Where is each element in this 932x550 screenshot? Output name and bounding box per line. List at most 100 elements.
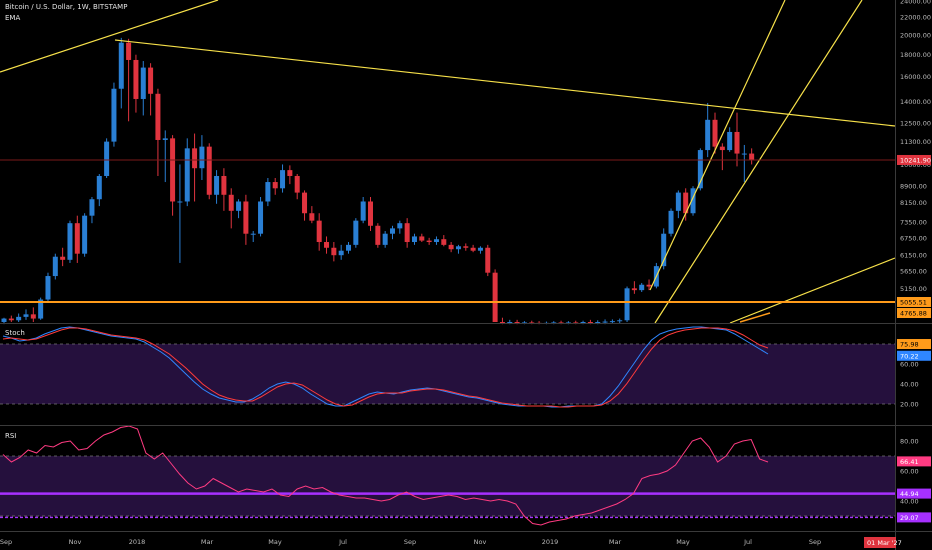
candle-body	[617, 320, 623, 322]
candle-body	[287, 170, 293, 176]
rsi-lower-value-bg	[897, 512, 931, 523]
rsi-value-bg	[897, 456, 931, 467]
time-tick-label: Sep	[404, 538, 416, 546]
ema-segment	[739, 312, 771, 323]
trendline-rising-support	[729, 257, 896, 324]
candle-body	[580, 322, 586, 323]
candle-body	[8, 318, 14, 321]
candle-body	[712, 119, 718, 147]
candle-body	[133, 59, 139, 99]
price-tick-label: 6150.00	[900, 252, 927, 260]
candle-body	[631, 288, 637, 291]
candle-body	[683, 192, 689, 214]
candle-body	[162, 138, 168, 140]
price-tick-label: 5150.00	[900, 285, 927, 293]
candle-body	[118, 42, 124, 89]
stoch-pane[interactable]	[0, 326, 895, 408]
candle-body	[243, 201, 249, 234]
price-tick-label: 8150.00	[900, 199, 927, 207]
time-tick-label: May	[268, 538, 282, 546]
channel-line-lower	[654, 0, 863, 324]
candle-body	[360, 201, 366, 221]
candle-body	[697, 150, 703, 189]
candle-body	[448, 244, 454, 250]
time-tick-label: Nov	[69, 538, 82, 546]
candle-body	[646, 284, 652, 287]
time-tick-label: 2019	[542, 538, 559, 546]
candle-body	[45, 276, 51, 300]
candle-body	[705, 119, 711, 151]
time-tick-label: Sep	[0, 538, 12, 546]
candle-body	[404, 223, 410, 243]
time-tick-label: Mar	[201, 538, 214, 546]
candle-body	[668, 210, 674, 234]
candle-body	[661, 233, 667, 267]
candle-body	[492, 272, 498, 322]
stoch-k-value: 70.22	[900, 352, 919, 360]
candle-body	[353, 220, 359, 245]
support-price-label-2: 4765.88	[900, 310, 927, 318]
candle-body	[16, 316, 22, 321]
candle-body	[441, 239, 447, 245]
candle-body	[382, 233, 388, 245]
candle-body	[199, 146, 205, 169]
rsi-lower-value: 29.07	[900, 514, 919, 522]
price-tick-label: 22000.00	[900, 14, 931, 22]
price-tick-label: 12500.00	[900, 119, 931, 127]
candle-body	[419, 236, 425, 241]
candle-body	[236, 201, 242, 211]
candle-body	[250, 233, 256, 235]
candle-body	[104, 141, 110, 176]
candle-body	[624, 288, 630, 321]
candle-body	[470, 247, 476, 251]
oscillator-tick-label: 60.00	[900, 361, 919, 369]
time-tick-label: May	[676, 538, 690, 546]
stoch-k-value-bg	[897, 350, 931, 361]
candle-body	[455, 246, 461, 250]
channel-line-upper	[649, 0, 786, 291]
candle-body	[280, 170, 286, 189]
candle-body	[67, 223, 73, 260]
candle-body	[741, 153, 747, 155]
candle-body	[675, 192, 681, 211]
rsi-pane[interactable]	[0, 425, 895, 526]
candle-body	[514, 322, 520, 324]
date-badge-bg	[864, 537, 896, 548]
candle-body	[265, 182, 271, 202]
candle-body	[184, 148, 190, 202]
support-price-label-2-bg	[897, 308, 931, 318]
rsi-value: 66.41	[900, 458, 919, 466]
candle-body	[389, 228, 395, 234]
trendline-descending	[114, 39, 896, 127]
candle-body	[221, 175, 227, 195]
candle-body	[734, 131, 740, 154]
candle-body	[463, 246, 469, 248]
candle-body	[690, 188, 696, 214]
candle-body	[727, 131, 733, 151]
rsi-pane-label: RSI	[5, 432, 17, 440]
candle-body	[30, 314, 36, 319]
price-tick-label: 5650.00	[900, 268, 927, 276]
candle-body	[331, 247, 337, 256]
ema-indicator-label: EMA	[5, 14, 21, 22]
candle-body	[52, 256, 58, 277]
rsi-midline-value: 44.94	[900, 490, 919, 498]
price-tick-label: 7350.00	[900, 218, 927, 226]
candle-body	[558, 322, 564, 324]
price-tick-label: 24000.00	[900, 0, 931, 6]
time-tick-label: Jul	[338, 538, 347, 546]
candle-body	[411, 236, 417, 243]
symbol-title: Bitcoin / U.S. Dollar, 1W, BITSTAMP	[5, 3, 128, 11]
candle-body	[749, 153, 755, 161]
price-pane[interactable]	[0, 0, 896, 325]
stoch-pane-label: Stoch	[5, 329, 25, 337]
candle-body	[551, 322, 557, 324]
candle-body	[426, 240, 432, 243]
candle-body	[272, 182, 278, 189]
candle-body	[565, 322, 571, 324]
date-badge-label: 01 Mar '27	[867, 539, 902, 547]
price-tick-label: 14000.00	[900, 98, 931, 106]
candle-body	[521, 322, 527, 324]
candle-body	[96, 175, 102, 200]
